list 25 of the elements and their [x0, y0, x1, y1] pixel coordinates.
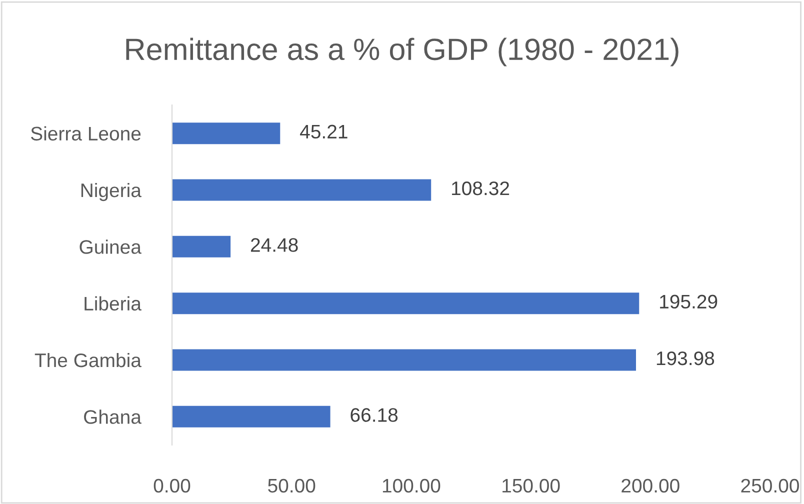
bar	[172, 179, 432, 201]
x-tick-label: 200.00	[622, 478, 680, 493]
x-tick-label: 150.00	[502, 478, 560, 493]
x-tick-label: 0.00	[154, 478, 190, 493]
bar	[172, 292, 640, 314]
y-tick-label: Sierra Leone	[30, 126, 141, 141]
bar	[172, 349, 636, 371]
x-tick-label: 250.00	[741, 478, 799, 493]
y-tick-label: Guinea	[80, 240, 142, 254]
data-label: 193.98	[656, 351, 714, 366]
chart-title: Remittance as a % of GDP (1980 - 2021)	[126, 38, 678, 66]
x-tick-label: 100.00	[382, 478, 440, 493]
y-tick-label: Liberia	[84, 296, 142, 311]
y-tick-label: Nigeria	[81, 182, 142, 202]
bar	[172, 236, 231, 258]
y-tick-label: Ghana	[84, 410, 142, 424]
y-tick-label: The Gambia	[34, 352, 142, 368]
data-label: 66.18	[350, 408, 398, 422]
data-label: 24.48	[250, 238, 298, 252]
bar	[172, 122, 280, 144]
data-label: 195.29	[660, 294, 718, 309]
data-label: 45.21	[300, 124, 348, 139]
x-tick-label: 50.00	[268, 478, 316, 493]
bar	[172, 406, 330, 428]
data-label: 108.32	[452, 181, 510, 196]
